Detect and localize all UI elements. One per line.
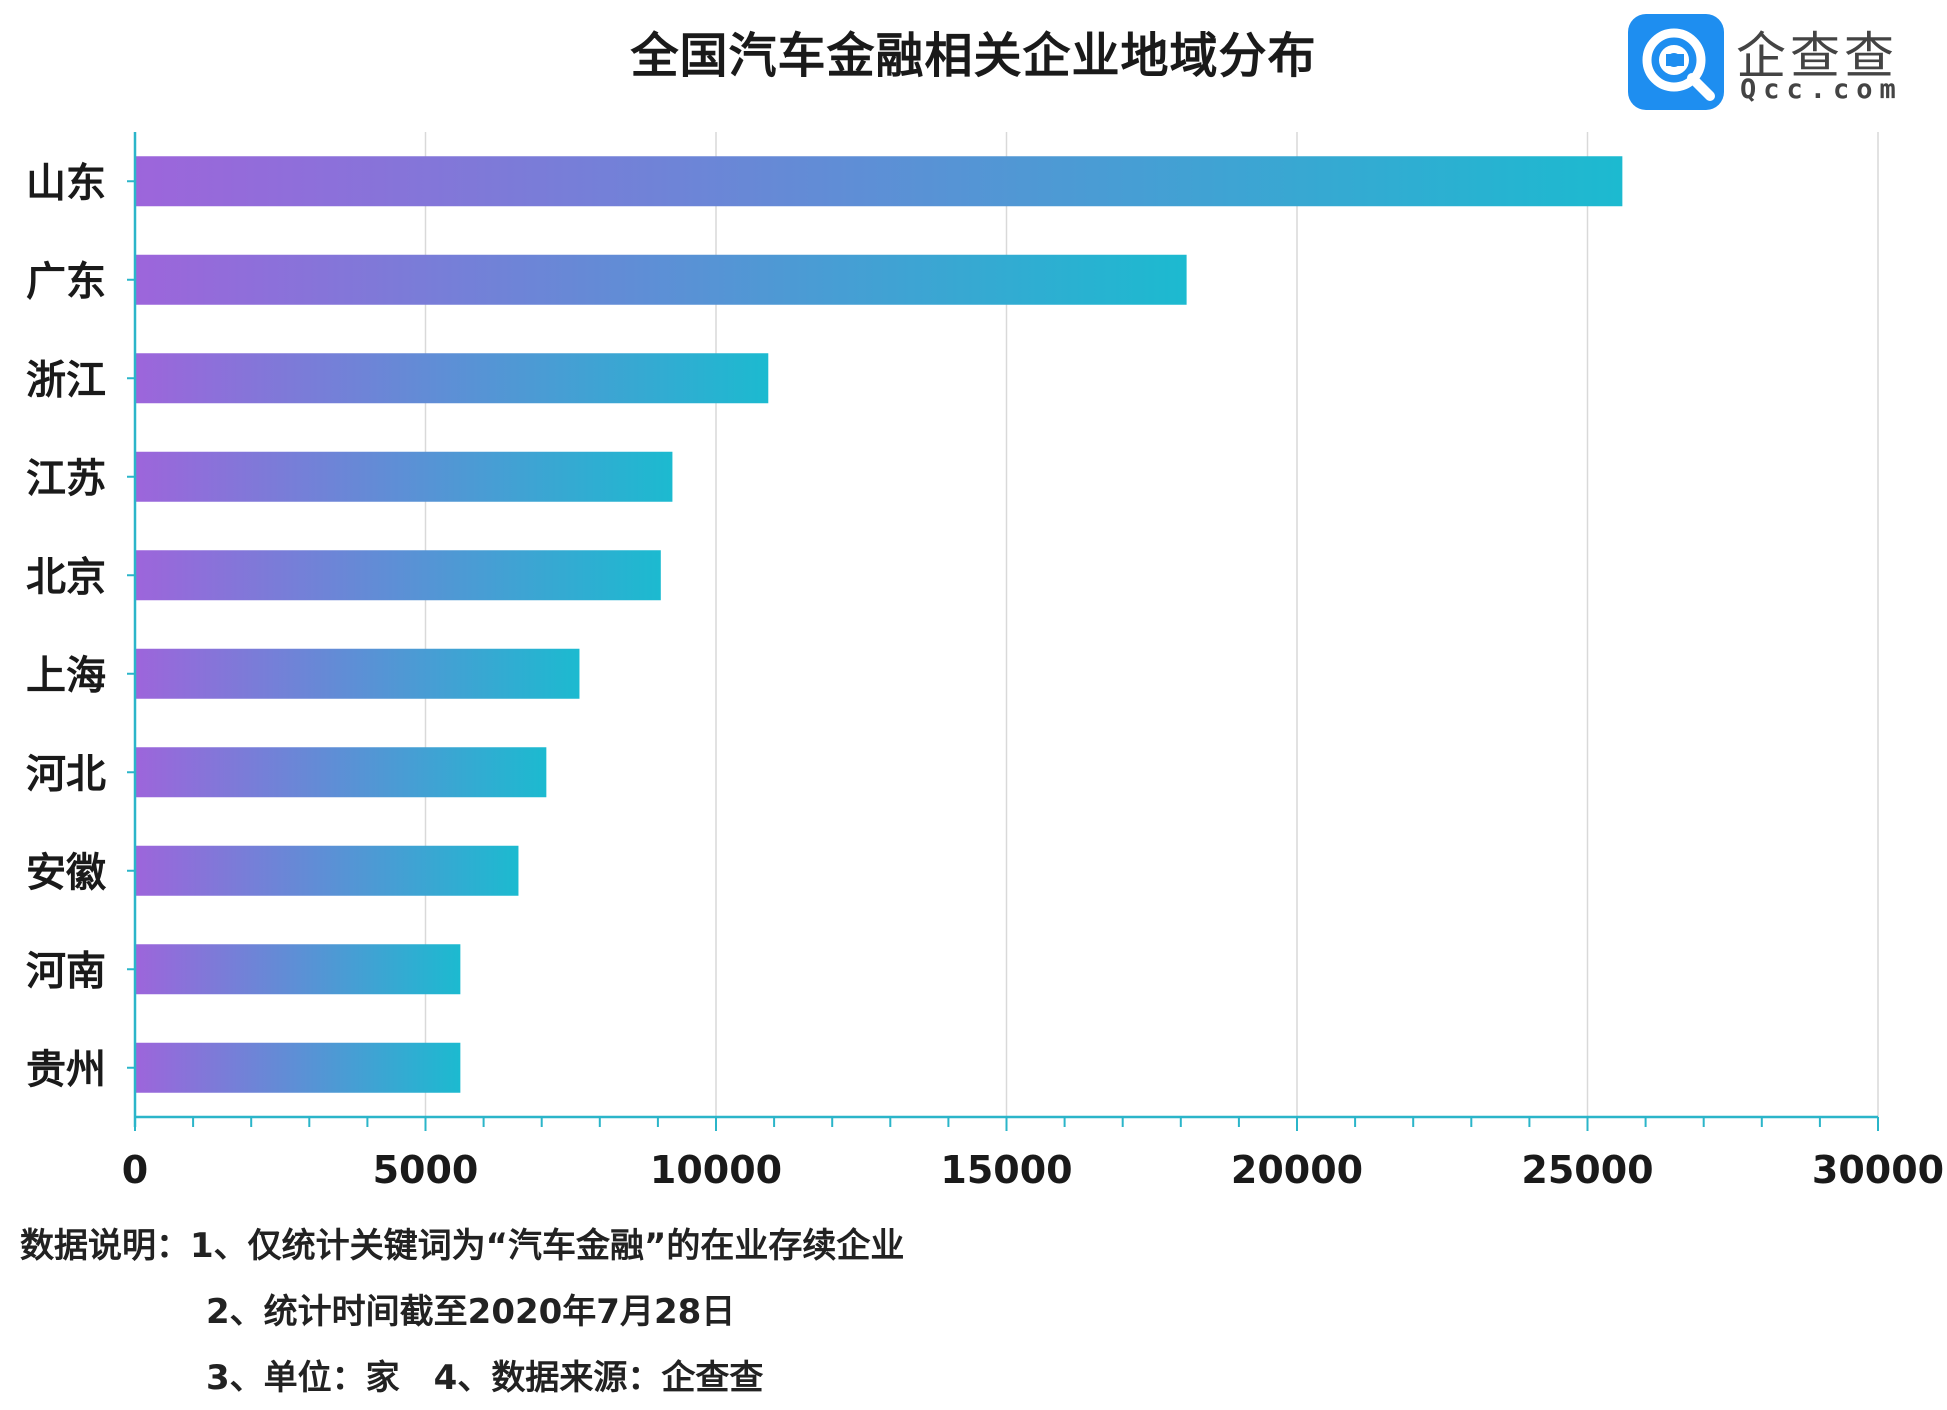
- category-label: 安徽: [26, 850, 107, 896]
- axes: [127, 132, 1879, 1131]
- x-tick-label: 25000: [1521, 1148, 1653, 1192]
- x-tick-label: 0: [122, 1148, 148, 1192]
- category-label: 广东: [26, 259, 106, 305]
- bar: [135, 550, 661, 601]
- qcc-logo: 企查查 Qcc.com: [1628, 14, 1928, 110]
- chart-title: 全国汽车金融相关企业地域分布: [630, 28, 1317, 84]
- category-label: 河南: [26, 948, 106, 994]
- bar: [135, 747, 547, 798]
- category-label: 山东: [26, 160, 106, 206]
- x-tick-labels: 0 5000 10000 15000 20000 25000 30000: [122, 1148, 1944, 1192]
- note-line-1: 数据说明：1、仅统计关键词为“汽车金融”的在业存续企业: [20, 1226, 905, 1266]
- note-line-2: 2、统计时间截至2020年7月28日: [206, 1292, 736, 1332]
- bar: [135, 845, 519, 896]
- bar: [135, 156, 1623, 207]
- category-label: 浙江: [26, 357, 106, 403]
- x-tick-label: 30000: [1812, 1148, 1944, 1192]
- logo-name: 企查查: [1736, 27, 1898, 85]
- category-label: 上海: [26, 653, 106, 699]
- logo-domain: Qcc.com: [1740, 74, 1903, 105]
- bar: [135, 648, 580, 699]
- x-tick-label: 10000: [650, 1148, 782, 1192]
- category-label: 河北: [26, 751, 106, 797]
- x-tick-label: 5000: [373, 1148, 479, 1192]
- note-line-3: 3、单位：家 4、数据来源：企查查: [206, 1358, 764, 1398]
- x-tick-label: 15000: [940, 1148, 1072, 1192]
- bars: [135, 156, 1623, 1093]
- bar: [135, 353, 769, 404]
- x-tick-label: 20000: [1231, 1148, 1363, 1192]
- category-label: 北京: [26, 554, 106, 600]
- category-label: 贵州: [26, 1047, 106, 1093]
- bar: [135, 1042, 461, 1093]
- bar: [135, 451, 673, 502]
- qcc-magnifier-icon: [1628, 14, 1724, 110]
- bar: [135, 254, 1187, 305]
- category-label: 江苏: [26, 456, 106, 502]
- bar: [135, 944, 461, 995]
